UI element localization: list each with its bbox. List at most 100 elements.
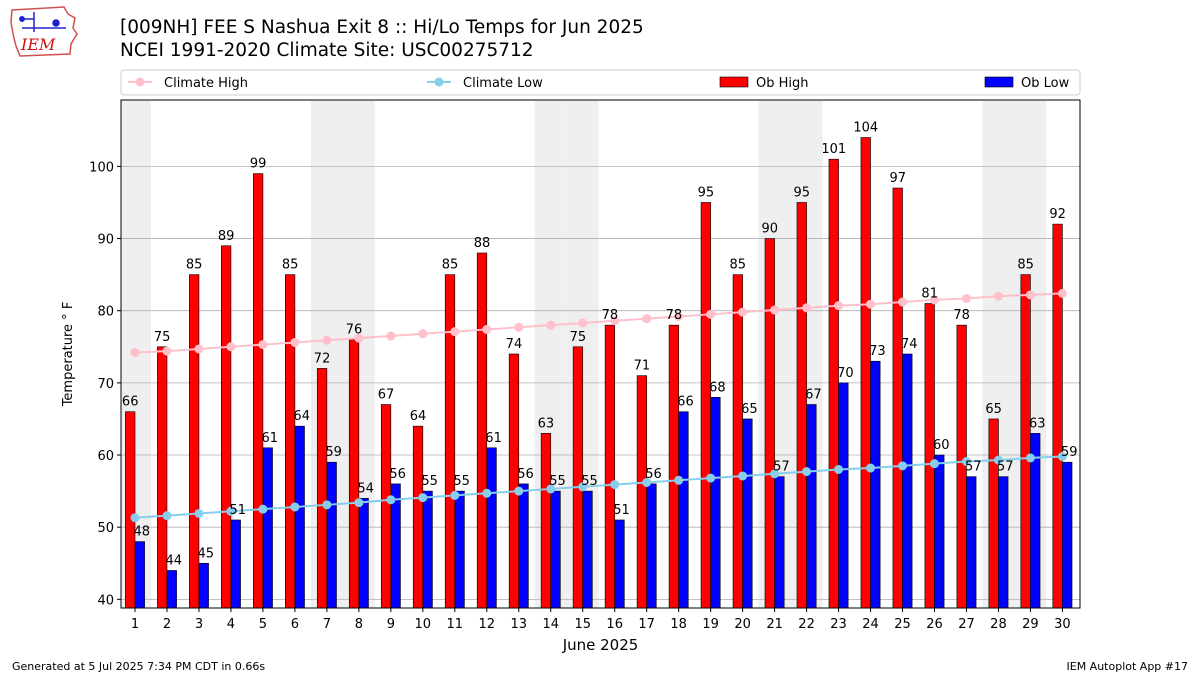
ob-low-bar xyxy=(934,454,945,609)
ob-high-label: 85 xyxy=(186,258,203,273)
climate-low-point xyxy=(610,480,620,490)
ob-low-bar xyxy=(262,447,273,609)
bars xyxy=(125,137,1073,609)
climate-low-line xyxy=(134,455,1063,519)
climate-high-point xyxy=(322,335,332,345)
climate-low-point xyxy=(802,467,812,477)
x-tick-label: 8 xyxy=(355,617,363,632)
ob-high-label: 72 xyxy=(314,351,331,366)
climate-high-point xyxy=(450,327,460,337)
climate-low-legend-label: Climate Low xyxy=(463,76,543,91)
ob-high-label: 75 xyxy=(154,330,171,345)
climate-high-point xyxy=(1057,288,1067,298)
x-tick-label: 6 xyxy=(291,617,299,632)
ob-low-bar xyxy=(134,541,145,609)
ob-low-label: 59 xyxy=(1061,445,1078,460)
ob-low-bar xyxy=(678,411,689,609)
x-tick-label: 9 xyxy=(387,617,395,632)
climate-low-point xyxy=(130,513,140,523)
ob-high-label: 74 xyxy=(506,337,523,352)
y-tick-label: 50 xyxy=(97,521,114,536)
climate-low-point xyxy=(162,511,172,521)
ob-high-bar xyxy=(253,173,264,609)
ob-low-bar xyxy=(742,418,753,609)
climate-low-point xyxy=(322,500,332,510)
climate-low-point xyxy=(226,506,236,516)
ob-low-label: 65 xyxy=(741,402,758,417)
ob-low-legend-label: Ob Low xyxy=(1021,76,1070,91)
ob-high-bar xyxy=(221,245,232,609)
legend-frame xyxy=(120,69,1081,96)
x-tick-label: 5 xyxy=(259,617,267,632)
ob-low-bar xyxy=(806,404,817,609)
iowa-state-outline xyxy=(10,6,78,57)
x-axis-label: June 2025 xyxy=(562,636,639,654)
ob-high-label: 92 xyxy=(1049,207,1066,222)
ob-low-bar xyxy=(966,476,977,609)
x-tick-label: 16 xyxy=(606,617,623,632)
climate-low-point xyxy=(706,473,716,483)
x-tick-label: 23 xyxy=(830,617,847,632)
ob-low-label: 51 xyxy=(613,503,630,518)
x-tick-label: 19 xyxy=(702,617,719,632)
x-tick-label: 20 xyxy=(734,617,751,632)
x-tick-label: 2 xyxy=(163,617,171,632)
climate-low-point xyxy=(961,457,971,467)
ob-low-label: 59 xyxy=(325,445,342,460)
x-tick-label: 3 xyxy=(195,617,203,632)
ob-high-bar xyxy=(828,158,839,609)
x-tick-label: 1 xyxy=(131,617,139,632)
climate-low-point xyxy=(546,484,556,494)
ob-low-bar xyxy=(454,490,465,609)
x-tick-label: 13 xyxy=(510,617,527,632)
climate-high-point xyxy=(482,324,492,334)
ob-high-legend-label: Ob High xyxy=(756,76,809,91)
x-tick-label: 30 xyxy=(1054,617,1071,632)
x-tick-label: 22 xyxy=(798,617,815,632)
ob-low-label: 68 xyxy=(709,380,726,395)
ob-low-bar xyxy=(614,519,625,609)
climate-high-legend-label: Climate High xyxy=(164,76,248,91)
legend: Climate High Climate Low Ob High Ob Low xyxy=(120,69,1081,96)
ob-low-bar xyxy=(358,498,369,609)
ob-high-label: 76 xyxy=(346,323,363,338)
logo-text: IEM xyxy=(20,35,56,54)
ob-low-label: 66 xyxy=(677,395,694,410)
x-tick-label: 7 xyxy=(323,617,331,632)
ob-high-label: 95 xyxy=(698,185,715,200)
ob-low-bar xyxy=(486,447,497,609)
ob-low-label: 54 xyxy=(357,481,374,496)
chart-title: [009NH] FEE S Nashua Exit 8 :: Hi/Lo Tem… xyxy=(120,17,644,38)
climate-high-point xyxy=(802,303,812,313)
ob-high-bar xyxy=(157,346,168,609)
ob-high-label: 63 xyxy=(538,416,555,431)
climate-high-point xyxy=(226,342,236,352)
climate-low-point xyxy=(354,498,364,508)
climate-low-point xyxy=(514,486,524,496)
ob-high-legend-swatch xyxy=(719,76,749,88)
x-tick-label: 17 xyxy=(638,617,655,632)
ob-low-label: 61 xyxy=(485,431,502,446)
climate-low-point xyxy=(290,502,300,512)
ob-low-label: 57 xyxy=(997,460,1014,475)
ob-high-label: 75 xyxy=(570,330,587,345)
climate-high-point xyxy=(194,344,204,354)
x-tick-label: 29 xyxy=(1022,617,1039,632)
ob-low-label: 44 xyxy=(166,553,183,568)
ob-high-label: 90 xyxy=(762,222,779,237)
ob-high-bar xyxy=(125,411,136,609)
grid-lines xyxy=(121,165,1080,600)
ob-high-bar xyxy=(1052,223,1063,609)
y-axis-ticks: 40 50 60 70 80 90 100 xyxy=(89,160,121,608)
ob-low-label: 55 xyxy=(581,474,598,489)
climate-low-point xyxy=(642,477,652,487)
x-tick-label: 15 xyxy=(574,617,591,632)
app-credit: IEM Autoplot App #17 xyxy=(1066,660,1189,673)
ob-high-bar xyxy=(444,274,456,609)
x-tick-label: 26 xyxy=(926,617,943,632)
climate-low-point xyxy=(1057,451,1067,461)
ob-high-label: 78 xyxy=(953,308,970,323)
x-tick-label: 4 xyxy=(227,617,235,632)
ob-low-label: 57 xyxy=(773,460,790,475)
climate-low-point xyxy=(993,455,1003,465)
